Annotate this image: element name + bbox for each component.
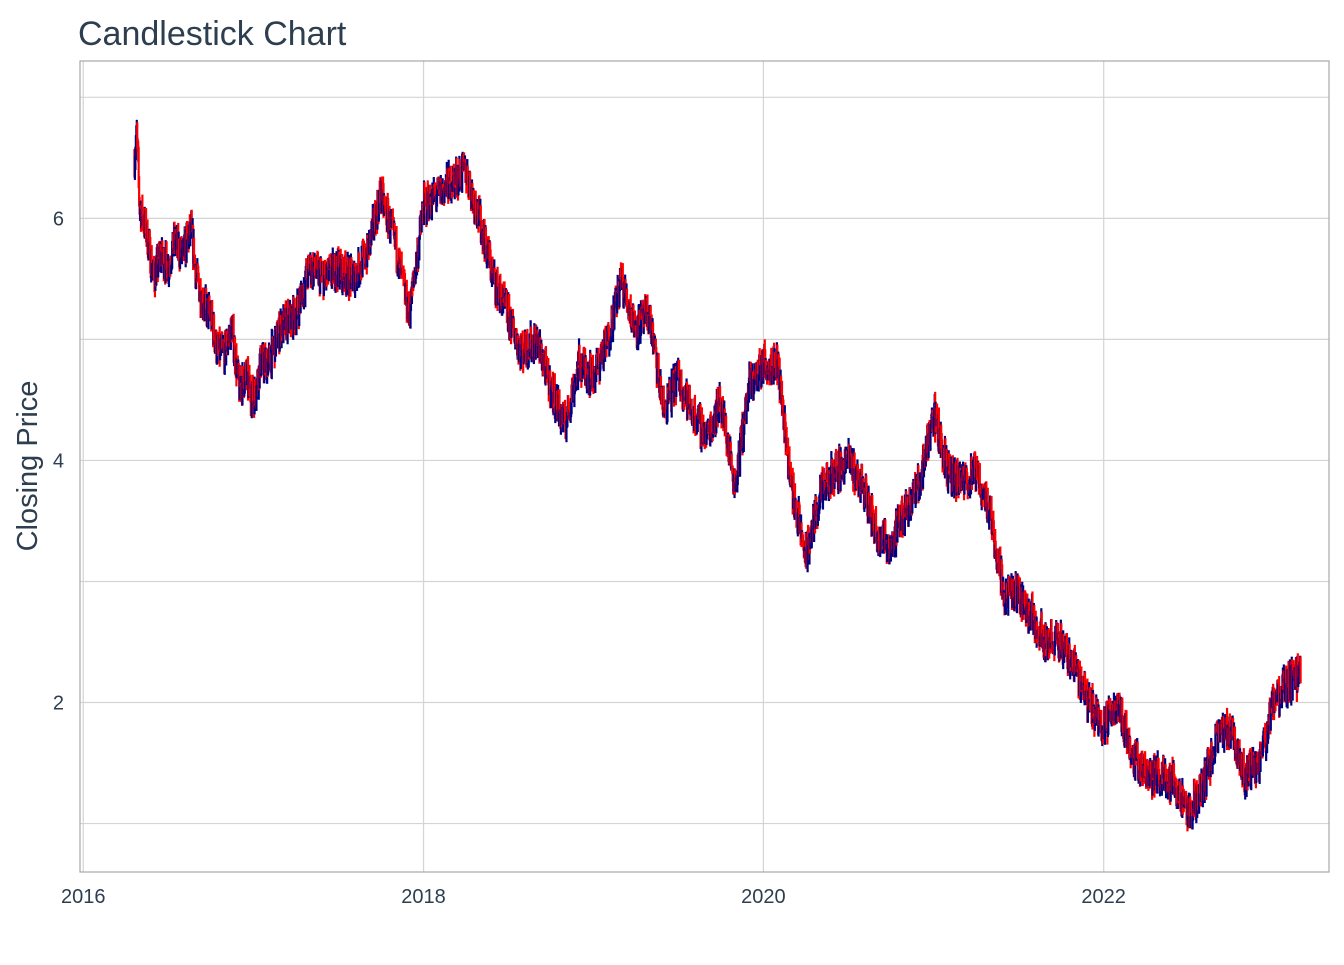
x-tick-label: 2022 [1081, 886, 1126, 908]
x-tick-label: 2020 [741, 886, 786, 908]
plot-frame [79, 60, 1330, 873]
gridlines [80, 61, 1329, 872]
y-axis-label: Closing Price [12, 381, 44, 552]
x-tick-label: 2018 [401, 886, 446, 908]
y-tick-label: 2 [53, 693, 64, 715]
candles [133, 119, 1302, 832]
chart-title: Candlestick Chart [78, 15, 347, 53]
y-tick-label: 4 [53, 450, 64, 472]
y-tick-label: 6 [53, 208, 64, 230]
x-tick-label: 2016 [61, 886, 106, 908]
axis-ticks: 2 4 6 2016 2018 2020 2022 [53, 208, 1126, 908]
